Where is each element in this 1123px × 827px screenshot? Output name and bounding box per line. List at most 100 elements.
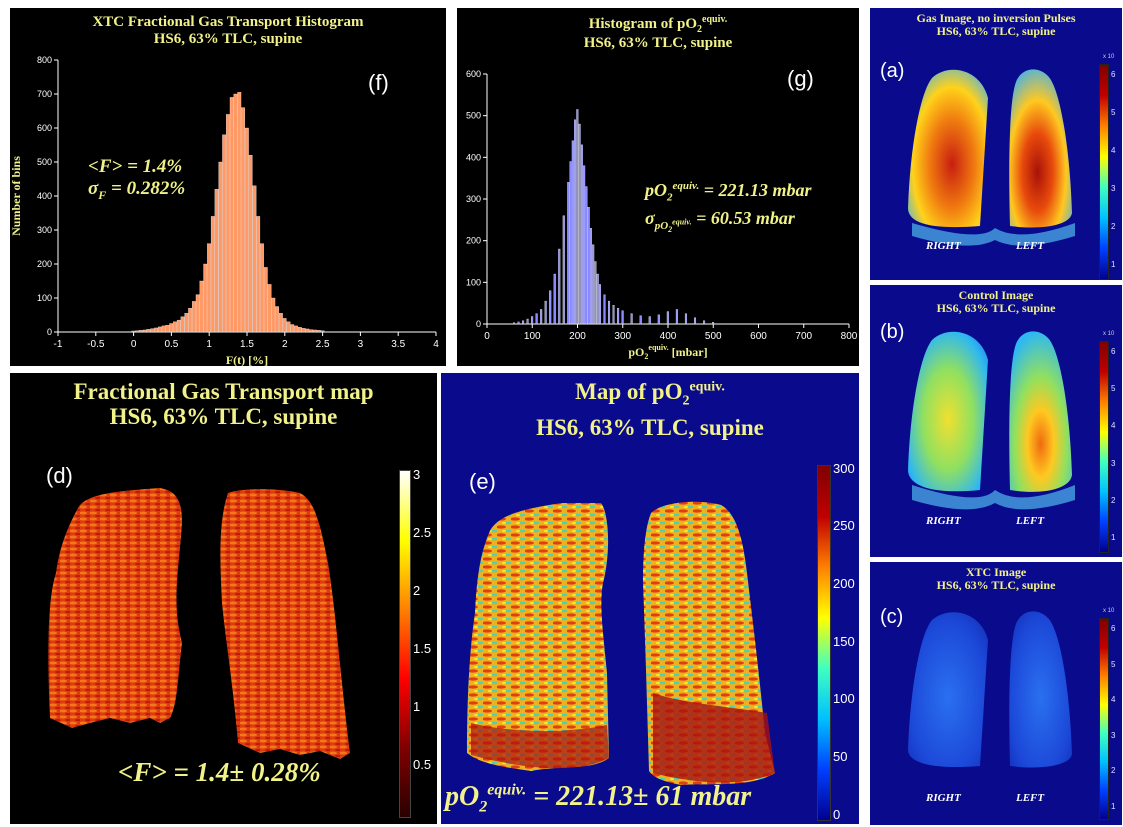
histogram-bar [256,216,261,333]
x-axis-label: pO2equiv. [mbar] [628,343,707,361]
colorbar-tick-label: 200 [833,575,855,591]
colorbar-tick-label: 5 [1111,384,1116,394]
histogram-g-chart: 0 100 200 300 400 500 600 700 800 0 100 200 300 400 50… [466,69,858,361]
b-t1: Control Image [958,288,1034,302]
d-t2: HS6, 63% TLC, supine [109,404,338,430]
lung-image-c [908,611,1072,768]
histogram-bar [188,308,193,333]
histogram-bar [657,314,660,325]
e-t1-pre: Map of pO [575,379,683,404]
panel-c-xtc-image: XTC Image HS6, 63% TLC, supine (c) RIGHT… [870,562,1122,825]
b-t2: HS6, 63% TLC, supine [936,301,1056,316]
panel-b-letter: (b) [880,321,905,343]
histogram-bar [146,329,151,333]
panel-g-title-line2: HS6, 63% TLC, supine [583,35,733,51]
y-tick-label: 300 [37,225,52,235]
y-tick-label: 700 [37,89,52,99]
panel-c-left-label: LEFT [1016,792,1045,804]
histogram-bar [712,322,715,325]
panel-f-letter: (f) [368,70,389,95]
y-tick-label: 400 [37,191,52,201]
histogram-bar [585,186,588,325]
histogram-bar [229,97,234,333]
x-tick-label: 300 [614,331,631,342]
d-t1: Fractional Gas Transport map [73,379,374,404]
s2sup: equiv. [672,216,692,226]
colorbar-d [399,470,411,818]
histogram-bar [180,316,185,333]
histogram-bar [567,182,570,325]
panel-a-left-label: LEFT [1016,240,1045,252]
e-t1-sup: equiv. [689,379,725,395]
s2pre: σ [645,208,655,228]
colorbar-tick-label: 1 [1111,802,1116,811]
a-t1: Gas Image, no inversion Pulses [916,11,1076,25]
y-tick-label: 100 [466,277,481,287]
histogram-bar [617,308,620,325]
colorbar-tick-label: 6 [1111,624,1116,633]
histogram-bar [290,324,295,333]
panel-b-left-label: LEFT [1016,515,1045,527]
histogram-bar [578,123,581,325]
colorbar-tick-label: 100 [833,691,855,707]
histogram-bar [603,294,606,325]
t1-sup: equiv. [702,14,728,25]
e-stat-sup: equiv. [487,781,527,799]
histogram-bar [592,244,595,325]
x-tick-label: 500 [705,331,722,342]
colorbar-tick-label: 1 [1111,533,1116,542]
histogram-bar [512,322,516,325]
histogram-bar [526,318,529,325]
histogram-bar [549,290,552,325]
histogram-bar [248,155,253,333]
x-tick-label: 1 [206,339,212,350]
histogram-bar [576,109,579,325]
colorbar-tick-label: 2 [1111,495,1116,505]
colorbar-tick-label: 3 [1111,458,1116,468]
po2-map-image [467,501,775,785]
s1sup: equiv. [672,180,700,192]
panel-c-title: XTC Image HS6, 63% TLC, supine [870,565,1122,592]
panel-f-title-line1: XTC Fractional Gas Transport Histogram [92,14,364,30]
histogram-bar [522,320,525,325]
y-axis-label: Number of bins [10,156,23,236]
panel-e-letter: (e) [469,469,496,494]
panel-c-letter: (c) [880,606,904,628]
histogram-bar [562,215,565,325]
histogram-bar [312,329,317,333]
panel-f-stat-mean: <F> = 1.4% [88,156,183,177]
histogram-f-chart: -1 -0.5 0 0.5 1 1.5 2 2.5 3 3.5 4 0 100 200 300 400 500 6… [10,55,439,366]
x-tick-label: -1 [54,339,63,350]
e-t1-sub: 2 [682,393,690,409]
histogram-bar [320,330,325,333]
c-t1: XTC Image [965,565,1027,579]
histogram-bar [271,297,276,333]
a-t2: HS6, 63% TLC, supine [936,24,1056,39]
panel-c-right-label: RIGHT [926,792,961,804]
histogram-bar [693,317,697,325]
histogram-bar [594,261,597,325]
histogram-bar [233,93,238,333]
histogram-bar [252,185,257,333]
histogram-bar [131,330,136,333]
lung-image-b [908,331,1075,510]
panel-b-control-image: Control Image HS6, 63% TLC, supine (b) R… [870,285,1122,557]
histogram-bar [210,216,215,333]
panel-g-letter: (g) [787,66,814,91]
x-tick-label: 0 [484,331,490,342]
histogram-bar [540,309,543,325]
panel-f-stat-sigma: σF = 0.282% [88,178,185,203]
histogram-bar [587,207,590,325]
colorbar-tick-label: 150 [833,633,855,649]
y-tick-label: 0 [476,319,481,329]
panel-f-title-line2: HS6, 63% TLC, supine [153,30,303,47]
histogram-bar [244,127,249,333]
y-tick-label: 200 [466,236,481,246]
x-tick-label: 1.5 [240,339,254,350]
panel-g-histogram: Histogram of pO2equiv. HS6, 63% TLC, sup… [457,8,859,366]
panel-g-title-line1: Histogram of pO2equiv. [457,14,859,35]
colorbar-b [1099,341,1109,553]
histogram-bar [203,263,208,333]
histogram-bar [316,330,321,333]
histogram-bar [161,325,166,333]
